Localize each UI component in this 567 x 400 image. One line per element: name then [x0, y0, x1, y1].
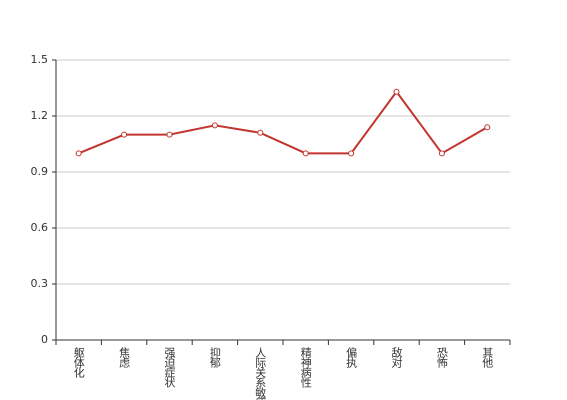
x-tick-label: 躯体化 — [72, 347, 85, 379]
x-tick-label: 抑郁 — [208, 346, 221, 368]
x-tick-label: 人际关系敏感 — [254, 347, 267, 400]
line — [78, 90, 488, 155]
point — [348, 150, 355, 157]
point — [166, 131, 173, 138]
x-tick-label: 恐怖 — [435, 347, 448, 368]
y-tick-label: 0.6 — [31, 221, 49, 234]
point — [438, 150, 445, 157]
point — [302, 150, 309, 157]
point — [393, 88, 400, 95]
x-tick-label: 敌对 — [390, 346, 403, 368]
y-tick-label: 0.9 — [31, 165, 49, 178]
point — [75, 150, 82, 157]
point — [484, 124, 491, 131]
x-tick-label: 偏执 — [345, 346, 358, 369]
y-tick-label: 1.2 — [31, 109, 49, 122]
x-tick-label: 焦虑 — [118, 347, 131, 368]
x-tick-label: 其他 — [481, 347, 494, 368]
x-tick-label: 强迫症状 — [163, 347, 176, 388]
x-tick-label: 精神病性 — [299, 347, 312, 389]
y-tick-label: 0 — [41, 333, 48, 346]
point — [257, 129, 264, 136]
y-tick-label: 0.3 — [31, 277, 49, 290]
y-tick-label: 1.5 — [31, 53, 49, 66]
point — [121, 131, 128, 138]
point — [211, 122, 218, 129]
